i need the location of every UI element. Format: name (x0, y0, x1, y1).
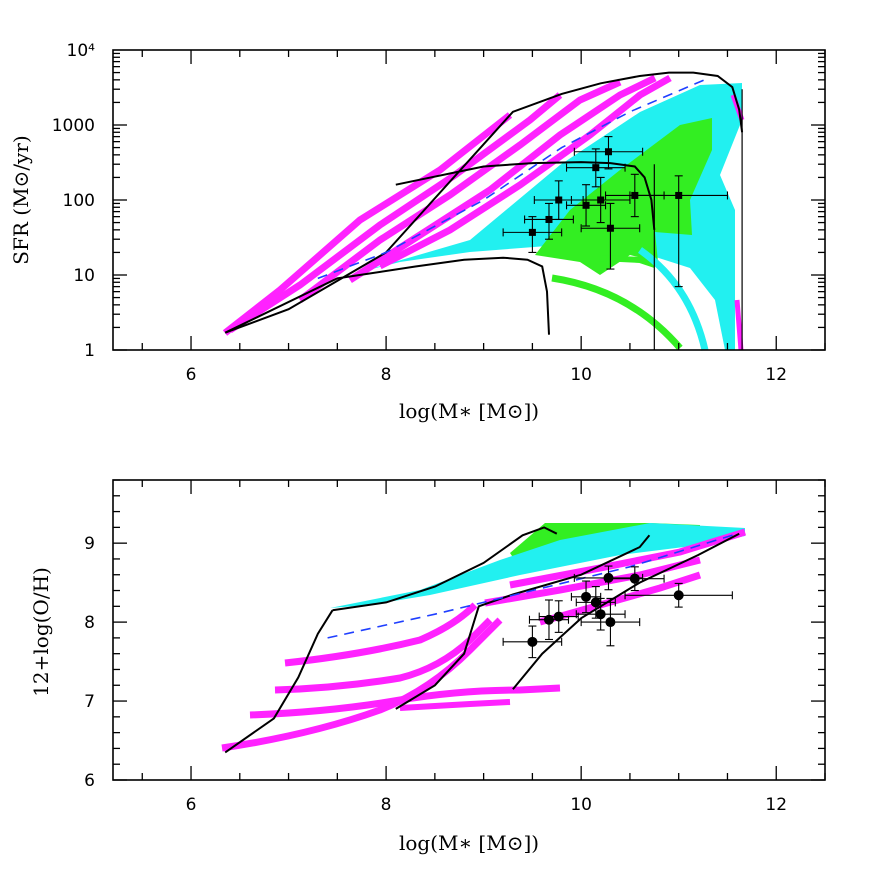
data-point (580, 597, 641, 647)
axis-ticks (113, 50, 826, 351)
data-point (524, 202, 574, 240)
model-dashed-line (317, 77, 709, 280)
x-tick-label: 8 (381, 795, 392, 815)
data-marker (606, 224, 614, 232)
x-axis-label: log(M∗ [M⊙]) (399, 831, 539, 855)
y-tick-label: 10 (73, 266, 95, 286)
data-point (573, 136, 644, 170)
plot-frame (112, 479, 826, 781)
data-marker (555, 196, 563, 204)
model-dashed-line (327, 532, 738, 639)
x-tick-label: 12 (765, 365, 787, 385)
y-tick-label: 1 (84, 341, 95, 361)
data-marker (553, 611, 564, 622)
magenta-curve-8 (399, 699, 511, 711)
data-marker (673, 590, 684, 601)
envelope-line (224, 609, 334, 754)
data-points (502, 136, 729, 288)
tick-labels: 6 8 10 12 1 10 100 1000 10⁴ (52, 41, 787, 385)
data-point (565, 148, 626, 188)
data-point (502, 625, 563, 659)
model-bands (222, 74, 745, 351)
data-point (604, 566, 665, 592)
magenta-curve-7 (539, 571, 702, 626)
magenta-curve-2 (249, 684, 561, 719)
data-point (629, 175, 729, 288)
y-axis-label: SFR (M⊙/yr) (9, 135, 33, 264)
model-bands (221, 523, 747, 752)
y-tick-label: 1000 (52, 116, 95, 136)
green-tail-2 (599, 255, 656, 268)
data-marker (527, 636, 538, 647)
tick-labels: 6 8 10 12 6 7 8 9 (84, 534, 787, 815)
data-marker (605, 617, 616, 628)
data-point (624, 582, 733, 608)
green-tail (551, 274, 683, 351)
magenta-band-4 (348, 74, 657, 283)
data-marker (590, 597, 601, 608)
y-tick-label: 7 (84, 692, 95, 712)
data-marker (595, 609, 606, 620)
data-marker (582, 201, 590, 209)
data-marker (543, 614, 554, 625)
sfr-panel: 6 8 10 12 1 10 100 1000 10⁴ log(M∗ [M⊙]) SFR (M⊙… (9, 41, 826, 423)
data-marker (603, 572, 614, 583)
data-point (575, 586, 616, 619)
magenta-band-2 (228, 92, 563, 333)
x-tick-label: 12 (765, 795, 787, 815)
envelope-line (395, 161, 656, 230)
magenta-band-3 (297, 78, 622, 303)
x-axis-label: log(M∗ [M⊙]) (399, 399, 539, 423)
green-band (535, 118, 712, 275)
x-tick-label: 6 (186, 795, 197, 815)
axis-ticks (113, 479, 826, 781)
y-tick-label: 6 (84, 771, 95, 791)
data-point (580, 202, 641, 270)
data-marker (528, 228, 536, 236)
data-point (502, 216, 563, 253)
data-marker (592, 164, 600, 172)
data-marker (581, 591, 592, 602)
magenta-curve-4 (284, 602, 478, 667)
y-axis-label: 12+log(O/H) (29, 567, 53, 697)
metallicity-panel: 6 8 10 12 6 7 8 9 log(M∗ [M⊙]) 12+log(O/H) (29, 479, 826, 855)
data-point (570, 176, 631, 224)
y-tick-label: 10⁴ (67, 41, 96, 61)
data-point (565, 184, 607, 227)
y-tick-label: 100 (63, 191, 95, 211)
data-marker (629, 573, 640, 584)
magenta-band-1 (222, 112, 513, 336)
data-points (502, 565, 733, 659)
magenta-curve-3 (274, 617, 493, 694)
data-point (528, 599, 570, 641)
envelope-line (332, 526, 558, 612)
x-tick-label: 10 (570, 795, 592, 815)
envelope-line (395, 534, 651, 710)
x-tick-label: 8 (381, 365, 392, 385)
data-point (575, 597, 626, 631)
x-tick-label: 6 (186, 365, 197, 385)
x-tick-label: 10 (570, 365, 592, 385)
data-marker (675, 191, 683, 199)
y-tick-label: 9 (84, 534, 95, 554)
cyan-tail (637, 247, 709, 351)
envelope-line (224, 256, 550, 335)
y-tick-label: 8 (84, 613, 95, 633)
data-marker (597, 196, 605, 204)
data-marker (604, 148, 612, 156)
data-marker (545, 215, 553, 223)
magenta-band-5 (378, 74, 672, 270)
data-point (538, 600, 579, 633)
